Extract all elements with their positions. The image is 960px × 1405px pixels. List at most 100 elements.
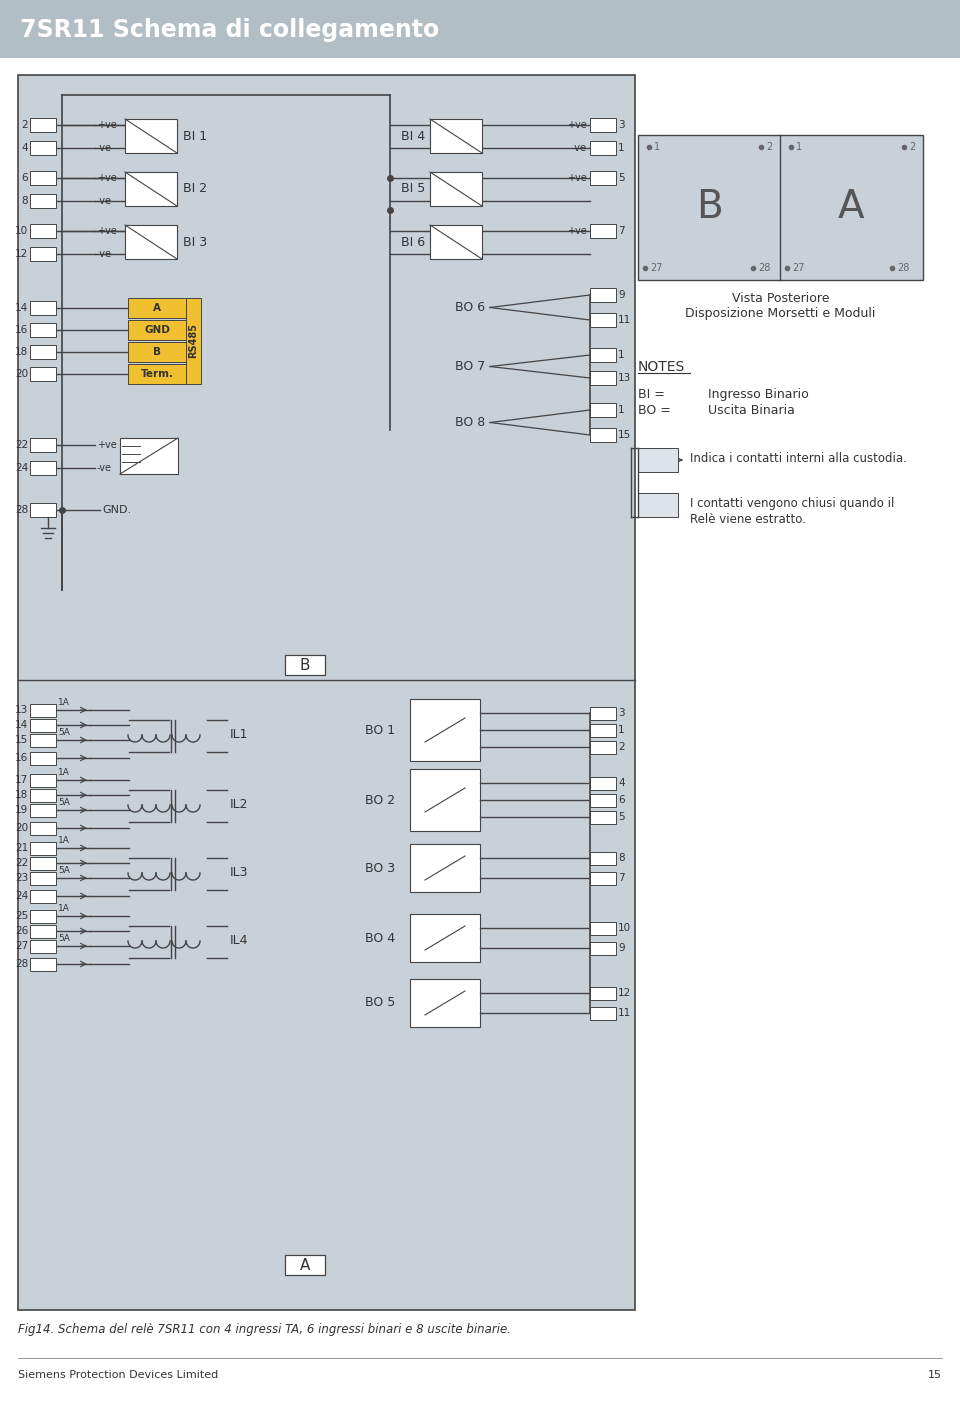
Text: 28: 28: [758, 263, 770, 273]
Text: A: A: [300, 1257, 310, 1273]
Text: BO 8: BO 8: [455, 416, 485, 429]
Text: Relè viene estratto.: Relè viene estratto.: [690, 513, 805, 525]
Bar: [430, 225, 482, 259]
Text: 5A: 5A: [58, 934, 70, 943]
Text: +ve: +ve: [97, 226, 117, 236]
Text: 13: 13: [618, 372, 632, 384]
Text: BI 5: BI 5: [400, 183, 425, 195]
Text: 5A: 5A: [58, 728, 70, 738]
Text: 1A: 1A: [58, 903, 70, 913]
Text: -ve: -ve: [572, 143, 587, 153]
Text: 15: 15: [618, 430, 632, 440]
Bar: [125, 119, 177, 153]
Bar: [30, 223, 56, 237]
Text: 20: 20: [14, 823, 28, 833]
Text: Term.: Term.: [140, 370, 174, 379]
Bar: [410, 844, 480, 892]
Text: 26: 26: [14, 926, 28, 936]
Bar: [30, 774, 56, 787]
Bar: [30, 857, 56, 870]
Text: BI 1: BI 1: [183, 129, 207, 142]
Text: 24: 24: [14, 464, 28, 473]
Text: 28: 28: [14, 960, 28, 969]
Text: IL4: IL4: [230, 934, 249, 947]
Text: IL2: IL2: [230, 798, 249, 812]
Text: 18: 18: [14, 790, 28, 799]
Text: BI =: BI =: [638, 388, 665, 400]
Text: -ve: -ve: [97, 197, 112, 207]
Text: 6: 6: [21, 173, 28, 183]
Text: 5A: 5A: [58, 865, 70, 875]
Text: 4: 4: [618, 778, 625, 788]
Bar: [30, 301, 56, 315]
Text: 19: 19: [14, 805, 28, 815]
Text: 18: 18: [14, 347, 28, 357]
Text: 2: 2: [618, 742, 625, 752]
Bar: [285, 655, 325, 674]
Text: 2: 2: [766, 142, 772, 152]
Bar: [30, 718, 56, 732]
Text: 7SR11 Schema di collegamento: 7SR11 Schema di collegamento: [20, 18, 440, 42]
Text: BO 1: BO 1: [365, 724, 395, 736]
Text: 28: 28: [897, 263, 909, 273]
Text: 8: 8: [21, 197, 28, 207]
Text: 1: 1: [618, 143, 625, 153]
Text: BO 5: BO 5: [365, 996, 395, 1010]
Text: 1A: 1A: [58, 698, 70, 707]
Text: -ve: -ve: [97, 249, 112, 259]
Text: Siemens Protection Devices Limited: Siemens Protection Devices Limited: [18, 1370, 218, 1380]
Text: 28: 28: [14, 504, 28, 516]
Text: 21: 21: [14, 843, 28, 853]
Bar: [638, 493, 678, 517]
Bar: [590, 1006, 616, 1020]
Text: 1: 1: [796, 142, 803, 152]
Text: +ve: +ve: [567, 173, 587, 183]
Text: -ve: -ve: [97, 464, 112, 473]
Bar: [30, 871, 56, 885]
Text: 5: 5: [618, 812, 625, 822]
Bar: [590, 223, 616, 237]
Text: 1A: 1A: [58, 836, 70, 844]
Bar: [30, 346, 56, 360]
Bar: [590, 724, 616, 736]
Bar: [30, 247, 56, 261]
Bar: [590, 403, 616, 417]
Bar: [30, 704, 56, 717]
Text: BO 3: BO 3: [365, 861, 395, 874]
Bar: [430, 119, 482, 153]
Text: I contatti vengono chiusi quando il: I contatti vengono chiusi quando il: [690, 497, 895, 510]
Bar: [590, 851, 616, 864]
Text: NOTES: NOTES: [638, 360, 685, 374]
Bar: [30, 924, 56, 937]
Text: BI 4: BI 4: [401, 129, 425, 142]
Bar: [638, 448, 678, 472]
Text: 11: 11: [618, 315, 632, 325]
Bar: [590, 941, 616, 954]
Text: 23: 23: [14, 873, 28, 882]
Text: B: B: [153, 347, 161, 357]
Bar: [590, 707, 616, 719]
Bar: [590, 811, 616, 823]
Text: 7: 7: [618, 873, 625, 882]
Text: 27: 27: [792, 263, 804, 273]
Bar: [30, 752, 56, 764]
Text: 1A: 1A: [58, 769, 70, 777]
Bar: [30, 461, 56, 475]
Text: +ve: +ve: [97, 173, 117, 183]
Text: 2: 2: [21, 119, 28, 131]
Bar: [590, 348, 616, 362]
Bar: [30, 842, 56, 854]
Bar: [30, 788, 56, 801]
Text: GND.: GND.: [102, 504, 132, 516]
Text: BO =: BO =: [638, 405, 671, 417]
Text: +ve: +ve: [567, 119, 587, 131]
Text: B: B: [696, 188, 722, 226]
Bar: [590, 777, 616, 790]
Text: 20: 20: [14, 370, 28, 379]
Text: 8: 8: [618, 853, 625, 863]
Text: 3: 3: [618, 119, 625, 131]
Text: 27: 27: [650, 263, 662, 273]
Text: Ingresso Binario: Ingresso Binario: [708, 388, 808, 400]
Bar: [285, 1255, 325, 1274]
Text: BO 6: BO 6: [455, 301, 485, 313]
